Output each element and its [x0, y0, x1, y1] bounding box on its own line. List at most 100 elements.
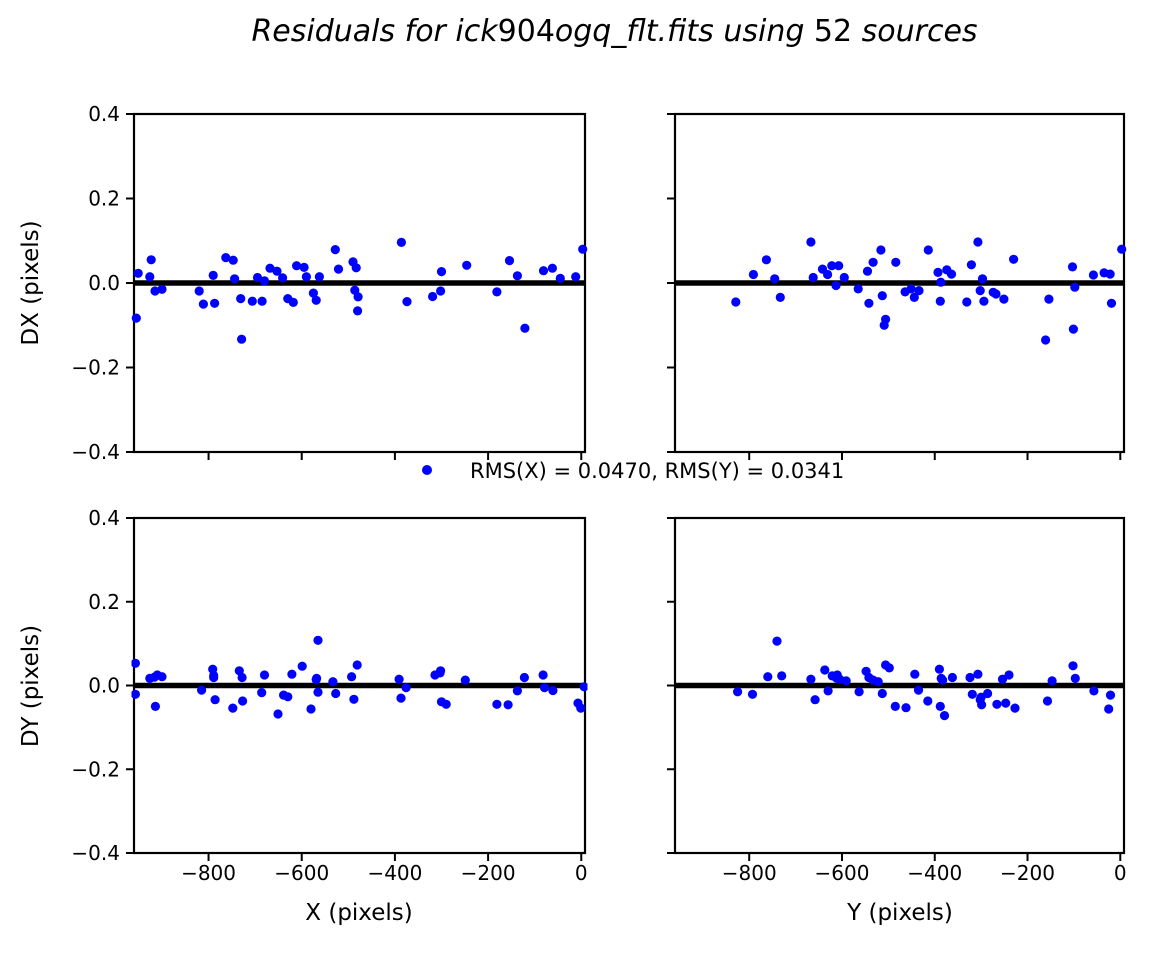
data-point — [1088, 270, 1098, 280]
data-point — [983, 688, 993, 699]
data-point — [288, 297, 298, 307]
y-tick-label: 0.4 — [88, 506, 120, 530]
data-point — [396, 237, 406, 247]
data-point — [973, 237, 983, 247]
figure-title-segment: sources — [852, 14, 978, 49]
data-point — [923, 245, 933, 255]
data-point — [1041, 335, 1051, 345]
y-tick-label: −0.2 — [71, 757, 120, 781]
data-point — [197, 685, 207, 695]
y-axis-label-top: DX (pixels) — [18, 220, 44, 345]
data-point — [579, 682, 588, 692]
data-point — [1089, 686, 1099, 696]
figure-title-segment: 904 — [497, 14, 555, 49]
data-point — [939, 711, 950, 721]
y-tick-label: 0.0 — [88, 271, 120, 295]
data-point — [311, 295, 321, 305]
figure-title-segment: 52 — [813, 14, 853, 49]
data-point — [347, 672, 357, 682]
data-point — [548, 685, 558, 696]
data-point — [330, 245, 340, 255]
data-point — [862, 266, 873, 276]
x-tick-label: −400 — [907, 861, 962, 885]
data-point — [806, 237, 816, 247]
x-tick-label: −200 — [1000, 861, 1055, 885]
data-point — [538, 670, 548, 680]
data-point — [1105, 690, 1116, 700]
data-point — [1117, 244, 1127, 254]
data-point — [571, 272, 581, 282]
data-point — [1042, 696, 1053, 706]
data-point — [946, 269, 957, 279]
data-point — [578, 244, 588, 254]
data-point — [1068, 324, 1078, 334]
data-point — [823, 686, 833, 696]
figure-title-segment: Residuals for ick — [251, 14, 498, 49]
data-point — [935, 701, 945, 712]
data-point — [306, 704, 316, 714]
subplot-panels: 0.4 0.2 0.0 −0.2 −0.4 −800 −600 −400 −200 0 0.4 0.2… — [71, 102, 1126, 885]
data-point — [349, 694, 359, 704]
x-tick-label: 0 — [1114, 861, 1127, 885]
data-point — [396, 693, 406, 703]
data-point — [933, 267, 943, 277]
data-point — [914, 286, 924, 296]
data-point — [748, 269, 759, 280]
legend-label: RMS(X) = 0.0470, RMS(Y) = 0.0341 — [470, 459, 844, 483]
data-point — [1106, 298, 1117, 308]
figure-title: Residuals for ick904ogq_flt.fits using 5… — [100, 12, 1129, 51]
legend: RMS(X) = 0.0470, RMS(Y) = 0.0341 — [422, 459, 844, 483]
scatter-points — [731, 237, 1127, 345]
data-point — [877, 688, 887, 699]
data-point — [1009, 254, 1019, 264]
x-tick-label: −600 — [274, 861, 329, 885]
data-point — [747, 689, 758, 699]
data-point — [1104, 704, 1114, 714]
data-point — [775, 292, 785, 302]
data-point — [806, 674, 816, 684]
x-tick-label: −400 — [367, 861, 422, 885]
data-point — [252, 272, 263, 283]
data-point — [512, 686, 523, 696]
y-tick-label: 0.4 — [88, 102, 120, 126]
data-point — [979, 296, 989, 306]
data-point — [131, 658, 140, 668]
x-axis-label-left: X (pixels) — [305, 900, 412, 926]
data-point — [259, 276, 270, 286]
data-point — [1067, 262, 1078, 272]
data-point — [492, 287, 502, 297]
data-point — [259, 670, 270, 680]
data-point — [194, 286, 204, 296]
data-point — [331, 688, 341, 699]
data-point — [810, 695, 820, 705]
data-point — [460, 675, 470, 685]
data-point — [257, 296, 267, 306]
data-point — [890, 701, 900, 712]
data-point — [131, 313, 141, 323]
data-point — [962, 297, 972, 307]
data-point — [820, 665, 830, 675]
data-point — [145, 272, 155, 282]
data-point — [352, 660, 362, 670]
data-point — [913, 685, 924, 695]
data-point — [278, 273, 288, 283]
data-point — [539, 683, 550, 693]
data-point — [973, 669, 983, 679]
legend-marker-icon — [422, 465, 432, 475]
data-point — [402, 297, 412, 307]
data-point — [868, 257, 878, 267]
data-point — [881, 314, 891, 324]
data-point — [853, 284, 863, 294]
data-point — [977, 700, 987, 710]
data-point — [394, 674, 404, 684]
data-point — [353, 292, 363, 302]
data-point — [230, 274, 240, 284]
data-point — [975, 286, 985, 296]
data-point — [297, 661, 307, 671]
data-point — [966, 260, 977, 270]
data-point — [841, 676, 851, 686]
data-point — [157, 284, 167, 294]
data-point — [228, 255, 238, 265]
